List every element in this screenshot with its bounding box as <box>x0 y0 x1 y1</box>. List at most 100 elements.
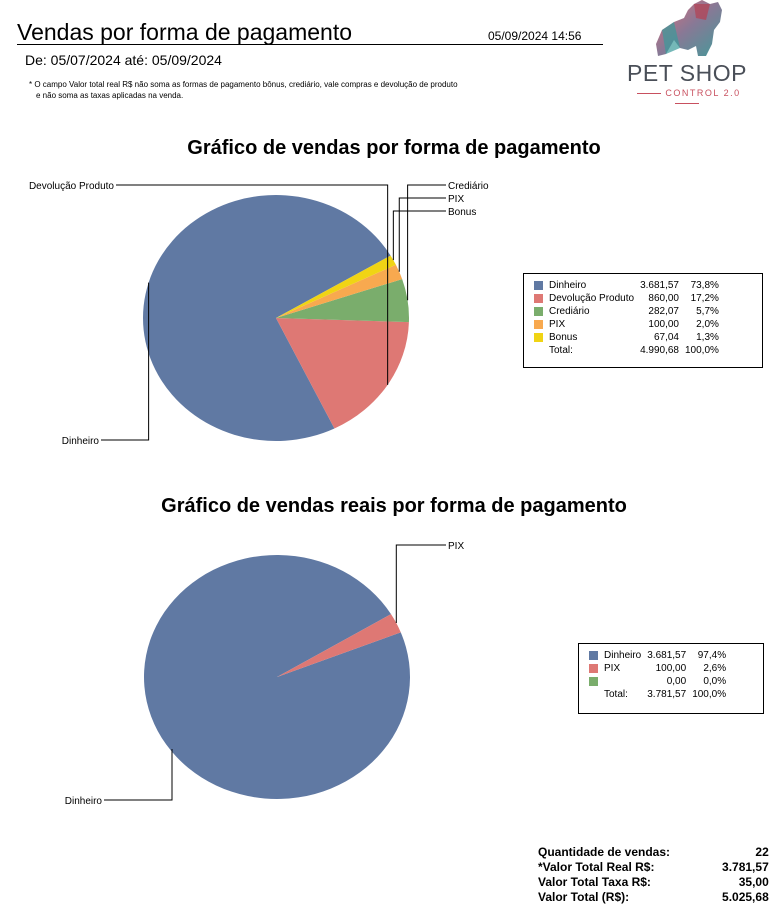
pie1-slice-dinheiro <box>143 195 391 441</box>
legend1-percent: 17,2% <box>690 293 719 304</box>
date-range: De: 05/07/2024 até: 05/09/2024 <box>25 52 222 68</box>
pie2-callout-dinheiro-label: Dinheiro <box>65 796 103 807</box>
pie1-callout-pix-label: PIX <box>448 194 464 205</box>
legend1-row: PIX 100,00 2,0% <box>531 318 722 331</box>
note-line-1: * O campo Valor total real R$ não soma a… <box>29 80 458 89</box>
legend2-value: 3.681,57 <box>647 650 687 661</box>
pie-chart-2 <box>144 554 411 799</box>
legend1-label: PIX <box>549 319 566 330</box>
summary-qty-row: Quantidade de vendas: 22 <box>538 846 769 859</box>
logo-sub-text: CONTROL 2.0 <box>665 88 741 98</box>
pie1-slice-pix <box>276 264 403 318</box>
legend1-value: 860,00 <box>648 293 679 304</box>
pie1-callout-bonus-label: Bonus <box>448 207 476 218</box>
pie1-callout-devolucao-label: Devolução Produto <box>29 181 114 192</box>
legend2-blank <box>586 688 601 701</box>
report-title: Vendas por forma de pagamento <box>17 19 353 45</box>
legend1-total-value: 4.990,68 <box>640 345 679 356</box>
legend1-percent: 5,7% <box>696 306 719 317</box>
pie1-callout-devolucao-line <box>116 184 389 385</box>
legend2-row: PIX 100,00 2,6% <box>586 662 729 675</box>
legend1-value: 282,07 <box>648 306 679 317</box>
legend2-percent: 2,6% <box>703 663 727 674</box>
real-value: 3.781,57 <box>722 860 769 874</box>
legend2-label <box>601 675 644 688</box>
legend2-total-value: 3.781,57 <box>647 689 687 700</box>
pie1-slice-credi-rio <box>276 279 409 323</box>
legend2-total-row: Total: 3.781,57 100,0% <box>586 688 729 701</box>
logo-rule-right <box>675 103 699 105</box>
legend2-swatch-cell <box>586 675 601 688</box>
legend1-total-row: Total: 4.990,68 100,0% <box>531 344 722 357</box>
logo-subtitle: CONTROL 2.0 <box>622 88 752 108</box>
pie2-callout-pix-line <box>395 544 446 624</box>
legend1-swatch-cell <box>531 279 546 292</box>
pie2-slice-dinheiro <box>144 554 411 799</box>
legend-1-table: Dinheiro 3.681,57 73,8% Devolução Produto 86… <box>531 279 722 357</box>
legend1-row: Devolução Produto 860,00 17,2% <box>531 292 722 305</box>
legend2-total-label: Total: <box>604 689 628 700</box>
pie1-slice-devolu-o-produto <box>276 318 409 429</box>
legend1-row: Dinheiro 3.681,57 73,8% <box>531 279 722 292</box>
tax-value: 35,00 <box>738 875 769 889</box>
legend1-percent: 73,8% <box>690 280 719 291</box>
legend1-value: 3.681,57 <box>640 280 679 291</box>
summary-block: Quantidade de vendas: 22 *Valor Total Rea… <box>536 844 771 906</box>
legend1-swatch <box>534 293 543 303</box>
logo-name: PET SHOP <box>627 60 747 86</box>
title-underline <box>17 44 603 45</box>
legend1-total-percent: 100,0% <box>685 345 719 356</box>
legend2-swatch-cell <box>586 662 601 675</box>
legend2-row: Dinheiro 3.681,57 97,4% <box>586 649 729 662</box>
legend2-percent: 0,0% <box>703 676 727 687</box>
summary-tax-row: Valor Total Taxa R$: 35,00 <box>538 876 769 889</box>
pie1-callout-crediario-line <box>407 184 446 301</box>
legend2-label: Dinheiro <box>604 650 642 661</box>
total-value: 5.025,68 <box>722 890 769 904</box>
legend1-swatch <box>534 332 543 342</box>
legend1-label: Bonus <box>549 332 578 343</box>
pie1-callout-bonus-line <box>392 210 446 261</box>
pie1-slice-bonus <box>276 255 396 318</box>
legend1-swatch-cell <box>531 305 546 318</box>
real-label: *Valor Total Real R$: <box>538 860 655 874</box>
chart2-title: Gráfico de vendas reais por forma de pag… <box>161 495 627 517</box>
note: * O campo Valor total real R$ não soma a… <box>29 79 458 101</box>
callouts: Dinheiro Devolução Produto Crediário PIX Bon… <box>29 181 489 807</box>
pie-chart-1 <box>143 195 409 441</box>
legend2-row: 0,00 0,0% <box>586 675 729 688</box>
legend1-percent: 2,0% <box>696 319 719 330</box>
qty-label: Quantidade de vendas: <box>538 845 671 859</box>
summary-real-row: *Valor Total Real R$: 3.781,57 <box>538 861 769 874</box>
summary-total-row: Valor Total (R$): 5.025,68 <box>538 891 769 904</box>
legend1-blank <box>531 344 546 357</box>
legend2-swatch <box>589 663 598 673</box>
pie2-slice-pix <box>277 614 401 677</box>
logo-rule-left <box>637 93 662 95</box>
legend2-swatch <box>589 650 598 660</box>
legend2-value: 100,00 <box>655 663 687 674</box>
legend-chart-2: Dinheiro 3.681,57 97,4% PIX 100,00 2,6% 0,00 0,… <box>578 643 764 714</box>
legend1-swatch <box>534 280 543 290</box>
legend1-swatch <box>534 319 543 329</box>
legend1-row: Bonus 67,04 1,3% <box>531 331 722 344</box>
legend-2-table: Dinheiro 3.681,57 97,4% PIX 100,00 2,6% 0,00 0,… <box>586 649 729 701</box>
pie1-callout-dinheiro-line <box>101 282 150 441</box>
legend1-swatch-cell <box>531 292 546 305</box>
legend1-label: Crediário <box>549 306 590 317</box>
legend1-total-label: Total: <box>549 345 573 356</box>
legend1-value: 67,04 <box>653 332 679 343</box>
legend1-swatch-cell <box>531 318 546 331</box>
legend1-row: Crediário 282,07 5,7% <box>531 305 722 318</box>
legend2-total-percent: 100,0% <box>692 689 727 700</box>
legend2-swatch-cell <box>586 649 601 662</box>
legend1-percent: 1,3% <box>696 332 719 343</box>
pie1-callout-pix-line <box>398 197 446 272</box>
pie1-callout-dinheiro-label: Dinheiro <box>62 436 100 447</box>
chart1-title: Gráfico de vendas por forma de pagamento <box>187 137 601 159</box>
legend1-swatch <box>534 306 543 316</box>
legend2-percent: 97,4% <box>697 650 727 661</box>
pie1-callout-crediario-label: Crediário <box>448 181 489 192</box>
legend-chart-1: Dinheiro 3.681,57 73,8% Devolução Produto 86… <box>523 273 763 368</box>
